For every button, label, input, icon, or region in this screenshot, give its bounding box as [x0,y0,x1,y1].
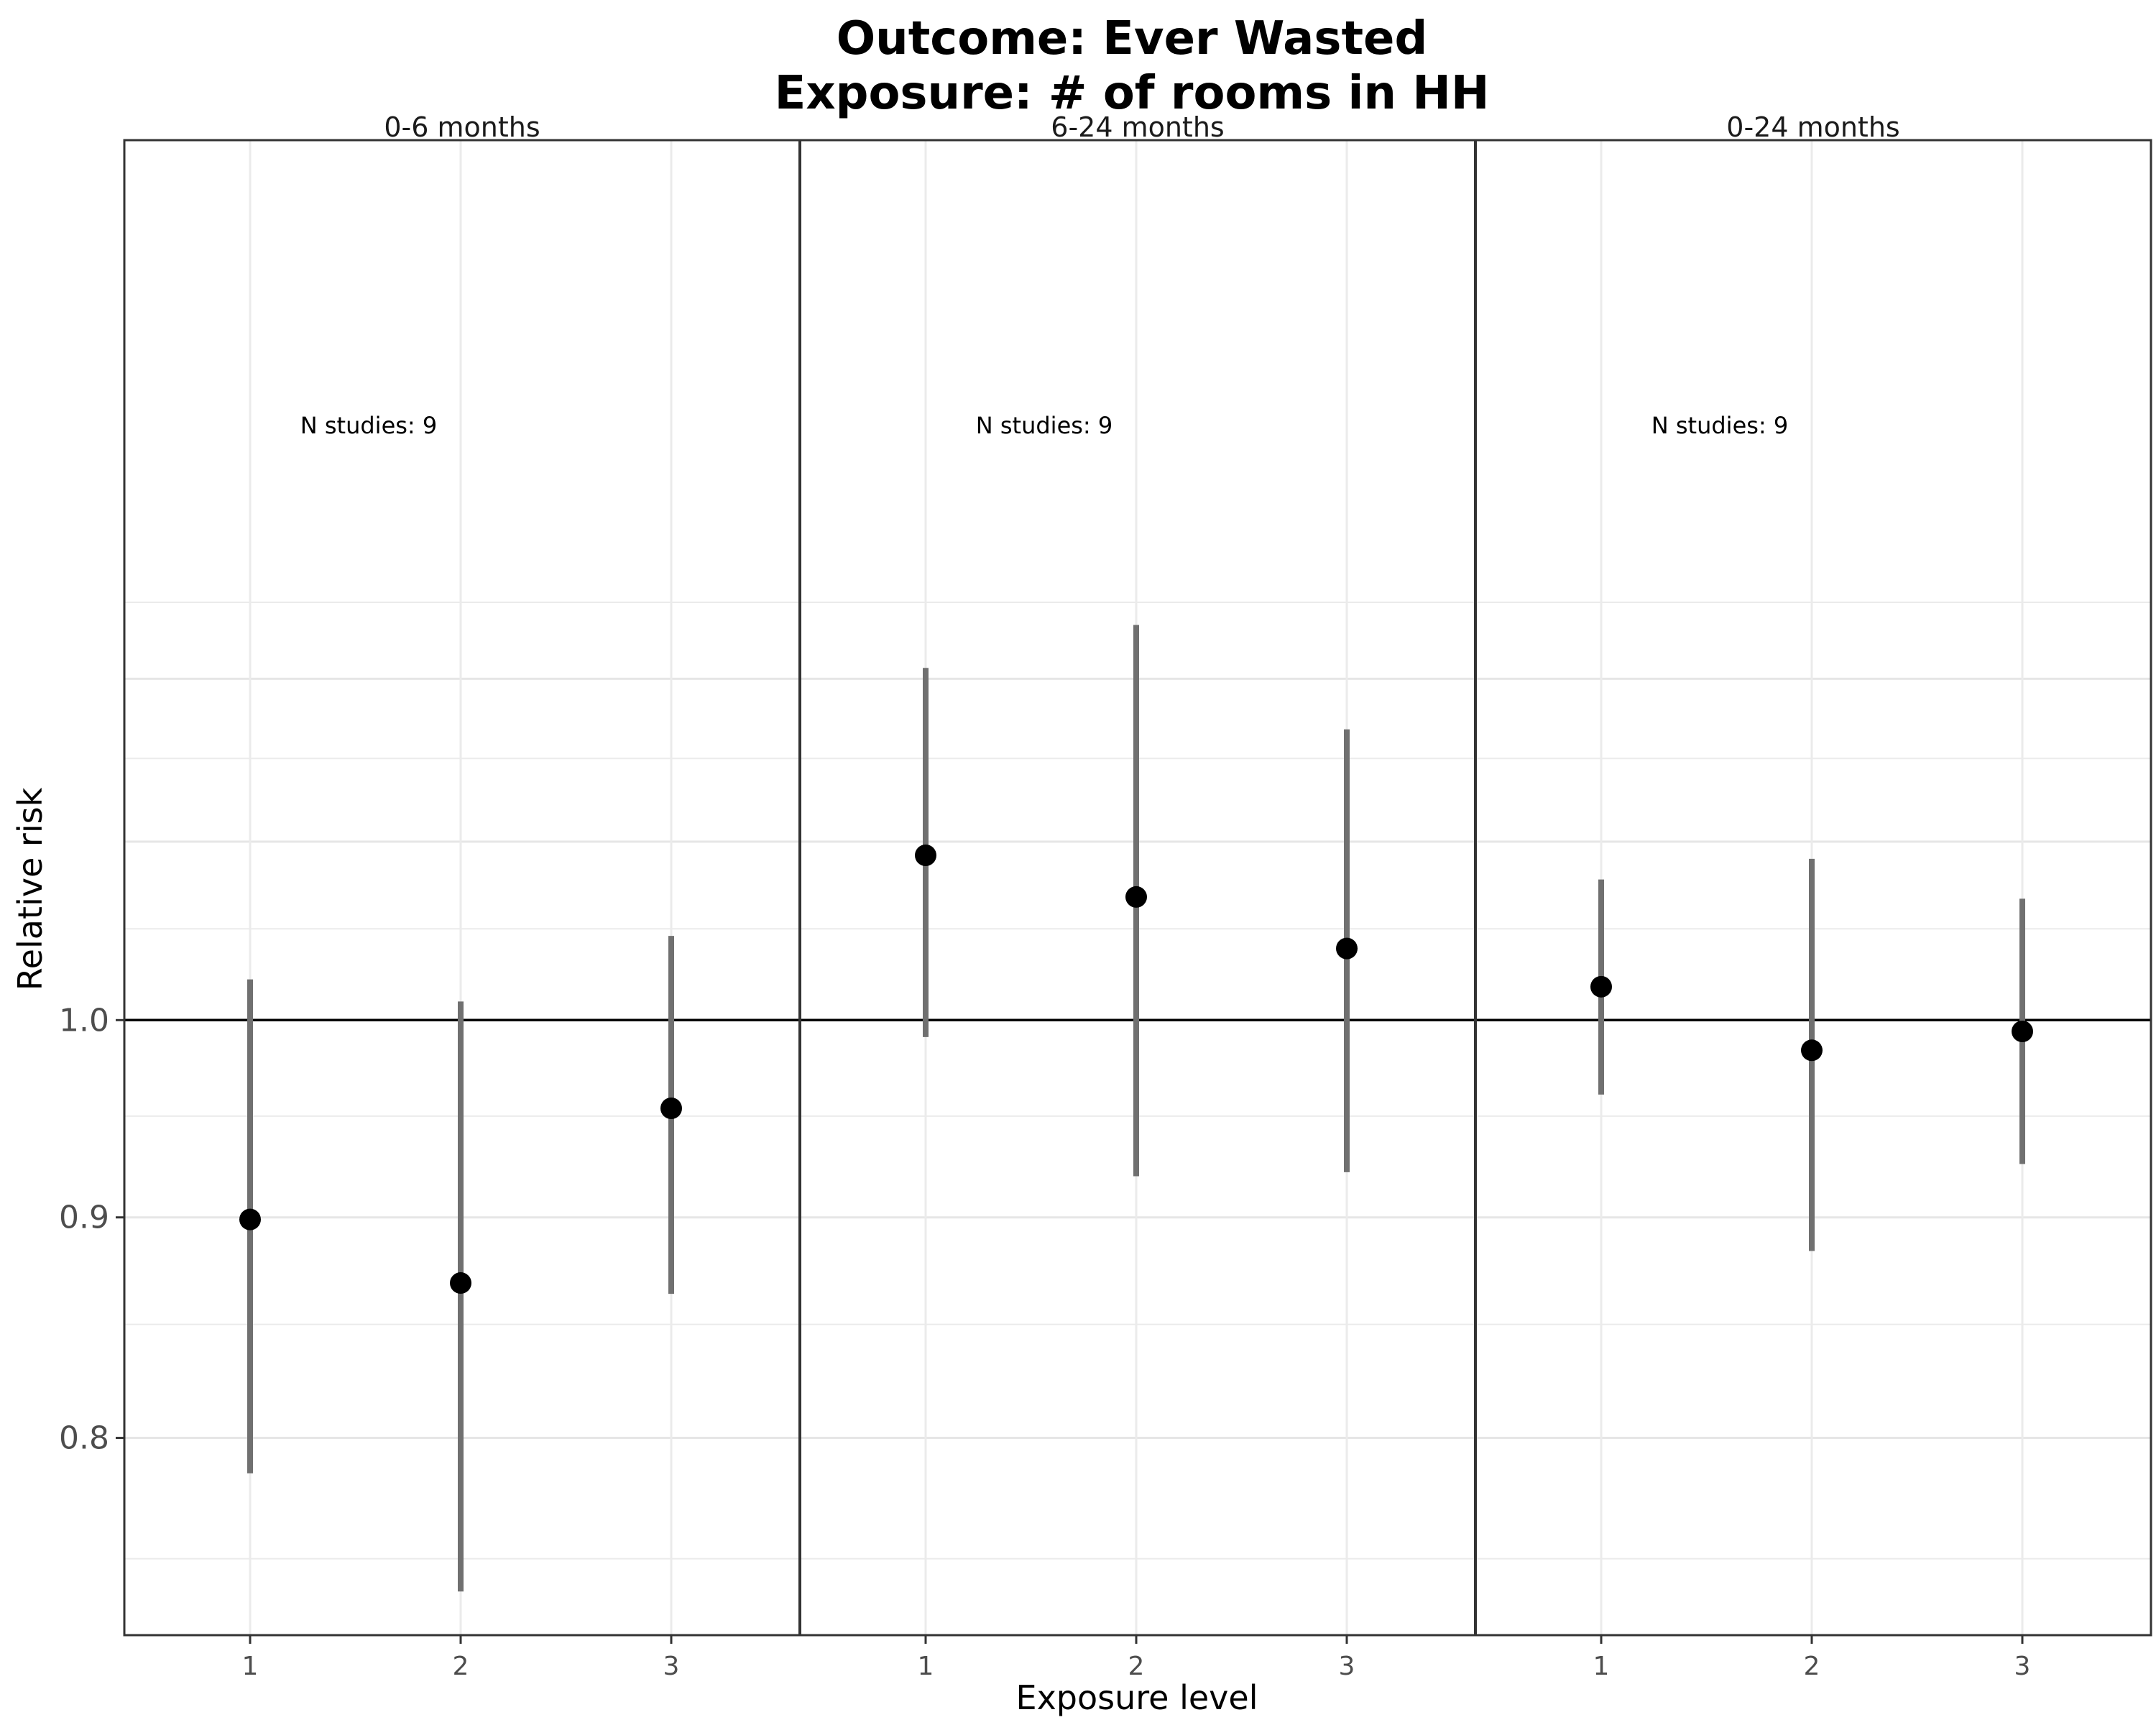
x-tick-label: 3 [2014,1652,2031,1681]
n-studies-annotation: N studies: 9 [1651,412,1788,439]
x-tick-label: 1 [1593,1652,1610,1681]
estimate-point [239,1208,261,1230]
x-tick-label: 1 [242,1652,259,1681]
estimate-point [1125,886,1147,908]
plot-border [123,139,2152,1637]
title-line: Outcome: Ever Wasted [837,12,1428,65]
facet-strip-label: 0-24 months [1726,111,1899,143]
estimate-point [915,845,936,867]
x-tick-label: 2 [1128,1652,1145,1681]
n-studies-annotation: N studies: 9 [300,412,437,439]
estimate-point [660,1097,682,1119]
x-tick-label: 2 [453,1652,469,1681]
n-studies-annotation: N studies: 9 [976,412,1112,439]
x-tick-label: 3 [1339,1652,1355,1681]
x-axis-title: Exposure level [1016,1678,1258,1717]
y-axis: 0.8 0.9 1.0 [59,1002,124,1457]
estimate-point [2012,1020,2033,1042]
facet-strip-label: 6-24 months [1051,111,1224,143]
facet-panel: N studies: 9 0-24 months [1475,111,2151,1635]
y-tick-label: 0.9 [59,1200,109,1236]
title-line: Exposure: # of rooms in HH [775,67,1490,120]
estimate-point [1336,937,1358,960]
x-axis: 1 2 3 1 2 3 1 2 3 [242,1635,2031,1681]
estimate-point [1801,1039,1823,1062]
estimate-point [1590,975,1612,998]
x-tick-label: 3 [663,1652,680,1681]
facet-strip-label: 0-6 months [384,111,540,143]
y-tick-label: 0.8 [59,1420,109,1457]
estimate-point [450,1272,471,1294]
facet-panel: N studies: 9 6-24 months [800,111,1475,1635]
y-tick-label: 1.0 [59,1002,109,1039]
x-tick-label: 1 [918,1652,934,1681]
facet-panel: N studies: 9 0-6 months [124,111,800,1635]
x-tick-label: 2 [1804,1652,1820,1681]
y-axis-title: Relative risk [11,787,50,990]
plot-area: N studies: 9 0-6 months N studies: 9 6-24 m… [123,111,2152,1637]
